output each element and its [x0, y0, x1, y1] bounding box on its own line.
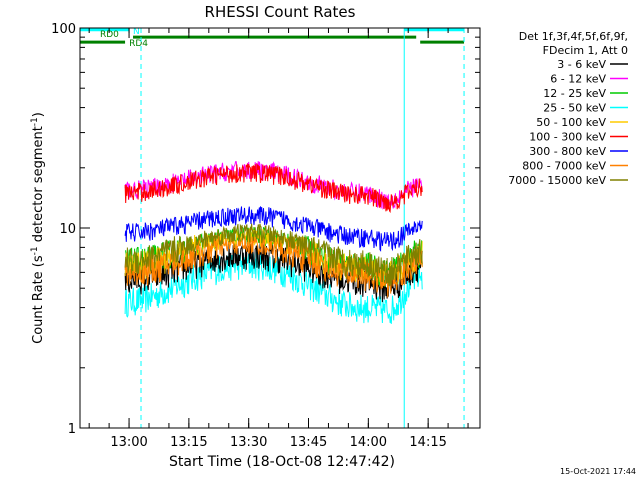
x-tick-label: 13:30 — [230, 435, 267, 450]
legend-entry-label: 50 - 100 keV — [536, 116, 606, 129]
y-tick-label: 1 — [68, 422, 76, 437]
flag-label: N — [133, 27, 140, 37]
series-group — [124, 161, 423, 324]
chart-title: RHESSI Count Rates — [205, 3, 356, 21]
legend-header: FDecim 1, Att 0 — [543, 44, 628, 57]
legend-entry-label: 300 - 800 keV — [529, 145, 606, 158]
y-axis: 1 10 100 — [51, 22, 480, 437]
legend-entry-label: 7000 - 15000 keV — [508, 174, 606, 187]
flag-bars: N RD0 RD4 — [80, 27, 465, 49]
y-label-sup-2: -1 — [30, 117, 40, 126]
x-tick-label: 14:00 — [350, 435, 387, 450]
legend-entry-label: 12 - 25 keV — [543, 87, 606, 100]
series-line — [124, 223, 423, 287]
y-label-part-3: ) — [31, 112, 46, 117]
x-tick-label: 13:00 — [110, 435, 147, 450]
legend-entry-label: 800 - 7000 keV — [522, 160, 606, 173]
y-label-part-2: detector segment — [31, 126, 46, 246]
x-tick-label: 13:45 — [290, 435, 327, 450]
vertical-markers — [140, 28, 465, 428]
y-tick-label: 10 — [59, 222, 76, 237]
flag-label: RD0 — [100, 30, 119, 40]
legend-entry-label: 3 - 6 keV — [557, 58, 606, 71]
y-label-sup-1: -1 — [30, 246, 40, 255]
x-axis: 13:00 13:15 13:30 13:45 14:00 14:15 — [88, 28, 469, 450]
series-line — [124, 163, 423, 214]
legend-entry-label: 100 - 300 keV — [529, 131, 606, 144]
legend-header: Det 1f,3f,4f,5f,6f,9f, — [519, 30, 628, 43]
y-tick-label: 100 — [51, 22, 76, 37]
y-label-part-1: Count Rate (s — [31, 255, 46, 344]
x-axis-label: Start Time (18-Oct-08 12:47:42) — [169, 454, 395, 470]
y-axis-label: Count Rate (s-1 detector segment-1) — [30, 112, 46, 344]
x-tick-label: 14:15 — [409, 435, 446, 450]
generated-timestamp: 15-Oct-2021 17:44 — [560, 467, 636, 476]
legend-entry-label: 6 - 12 keV — [550, 73, 606, 86]
series-line — [124, 206, 423, 252]
legend-entry-label: 25 - 50 keV — [543, 102, 606, 115]
series-line — [124, 234, 423, 298]
x-tick-label: 13:15 — [170, 435, 207, 450]
legend: Det 1f,3f,4f,5f,6f,9f,FDecim 1, Att 03 -… — [508, 30, 628, 187]
flag-label: RD4 — [129, 39, 148, 49]
